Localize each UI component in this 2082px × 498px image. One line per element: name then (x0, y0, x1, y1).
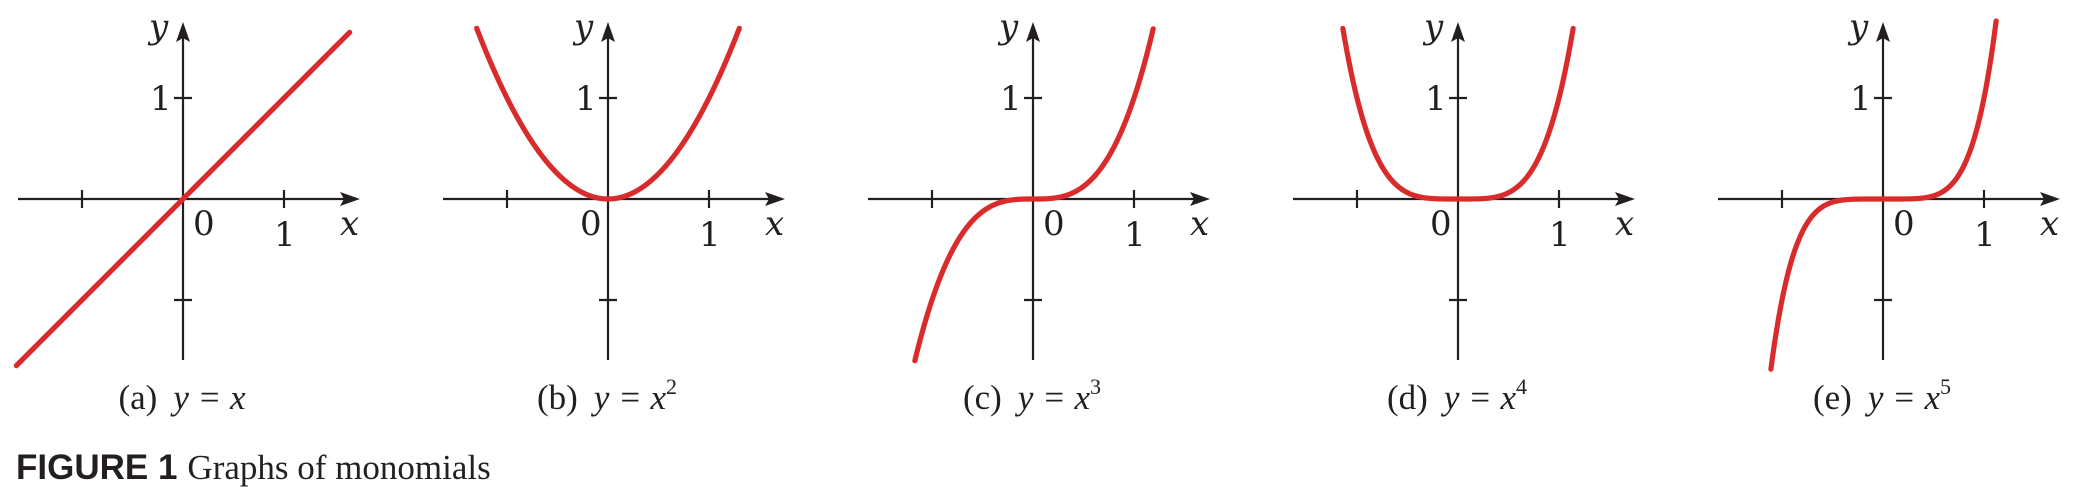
figure-number: FIGURE 1 (16, 448, 178, 487)
equation-exponent: 5 (1940, 374, 1952, 399)
x-axis-label: x (2040, 204, 2059, 244)
panel-letter: (a) (118, 378, 158, 417)
origin-label: 0 (193, 204, 215, 244)
x-tick-label-1: 1 (1974, 215, 1996, 255)
x-axis-arrowhead (1615, 192, 1635, 206)
monomial-curve (13, 29, 353, 369)
y-axis-label: y (572, 7, 594, 47)
panel-letter: (e) (1812, 378, 1852, 417)
chart-panel: y 1 0 1 x (850, 0, 1266, 445)
chart-svg: y 1 0 1 x (13, 7, 360, 369)
chart-svg: y 1 0 1 x (868, 7, 1210, 364)
monomial-curve (912, 26, 1156, 364)
origin-label: 0 (1043, 204, 1065, 244)
y-tick-label-1: 1 (1850, 79, 1872, 119)
x-axis-label: x (340, 204, 359, 244)
panel-caption: (e) y = x5 (1674, 376, 2082, 418)
y-axis-arrowhead (1451, 22, 1465, 42)
y-axis-label: y (1422, 7, 1444, 47)
y-tick-label-1: 1 (575, 79, 597, 119)
origin-label: 0 (1430, 204, 1452, 244)
panel-equation: y = x (173, 378, 246, 417)
x-tick-label-1: 1 (274, 215, 296, 255)
x-tick-label-1: 1 (699, 215, 721, 255)
y-tick-label-1: 1 (150, 79, 172, 119)
panel-letter: (c) (962, 378, 1002, 417)
x-tick-label-1: 1 (1124, 215, 1146, 255)
equation-exponent: 3 (1090, 374, 1102, 399)
panel-caption: (c) y = x3 (824, 376, 1240, 418)
x-axis-label: x (1190, 204, 1209, 244)
y-axis-arrowhead (1026, 22, 1040, 42)
panel-letter: (b) (537, 378, 578, 417)
chart-panel: y 1 0 1 x (1700, 0, 2082, 445)
origin-label: 0 (580, 204, 602, 244)
y-axis-label: y (147, 7, 169, 47)
chart-svg: y 1 0 1 x (1718, 7, 2060, 372)
chart-panel: y 1 0 1 x (425, 0, 841, 445)
x-axis-arrowhead (340, 192, 360, 206)
chart-svg: y 1 0 1 x (443, 7, 785, 360)
monomial-curve (1340, 25, 1576, 202)
chart-panel: y 1 0 1 x (1275, 0, 1691, 445)
figure-title: Graphs of monomials (187, 448, 491, 487)
y-tick-label-1: 1 (1425, 79, 1447, 119)
chart-panel: y 1 0 1 x (0, 0, 416, 445)
panel-equation: y = x (1017, 378, 1091, 417)
panel-equation: y = x (1867, 378, 1941, 417)
y-axis-arrowhead (1876, 22, 1890, 42)
monomial-curve (474, 25, 742, 202)
y-axis-arrowhead (601, 22, 615, 42)
chart-svg: y 1 0 1 x (1293, 7, 1635, 360)
origin-label: 0 (1893, 204, 1915, 244)
panel-equation: y = x (593, 378, 666, 417)
y-tick-label-1: 1 (1000, 79, 1022, 119)
panel-equation: y = x (1443, 378, 1516, 417)
x-axis-arrowhead (2040, 192, 2060, 206)
y-axis-arrowhead (176, 22, 190, 42)
x-axis-label: x (1615, 204, 1634, 244)
equation-exponent: 2 (666, 374, 677, 399)
figure-caption: FIGURE 1 Graphs of monomials (16, 448, 491, 488)
x-axis-arrowhead (765, 192, 785, 206)
panel-caption: (d) y = x4 (1249, 376, 1665, 418)
x-axis-arrowhead (1190, 192, 1210, 206)
y-axis-label: y (1847, 7, 1869, 47)
y-axis-label: y (997, 7, 1019, 47)
x-tick-label-1: 1 (1549, 215, 1571, 255)
panel-caption: (b) y = x2 (399, 376, 815, 418)
x-axis-label: x (765, 204, 784, 244)
panel-letter: (d) (1387, 378, 1428, 417)
equation-exponent: 4 (1516, 374, 1527, 399)
panel-caption: (a) y = x (0, 378, 390, 418)
monomial-curve (1768, 18, 1999, 372)
